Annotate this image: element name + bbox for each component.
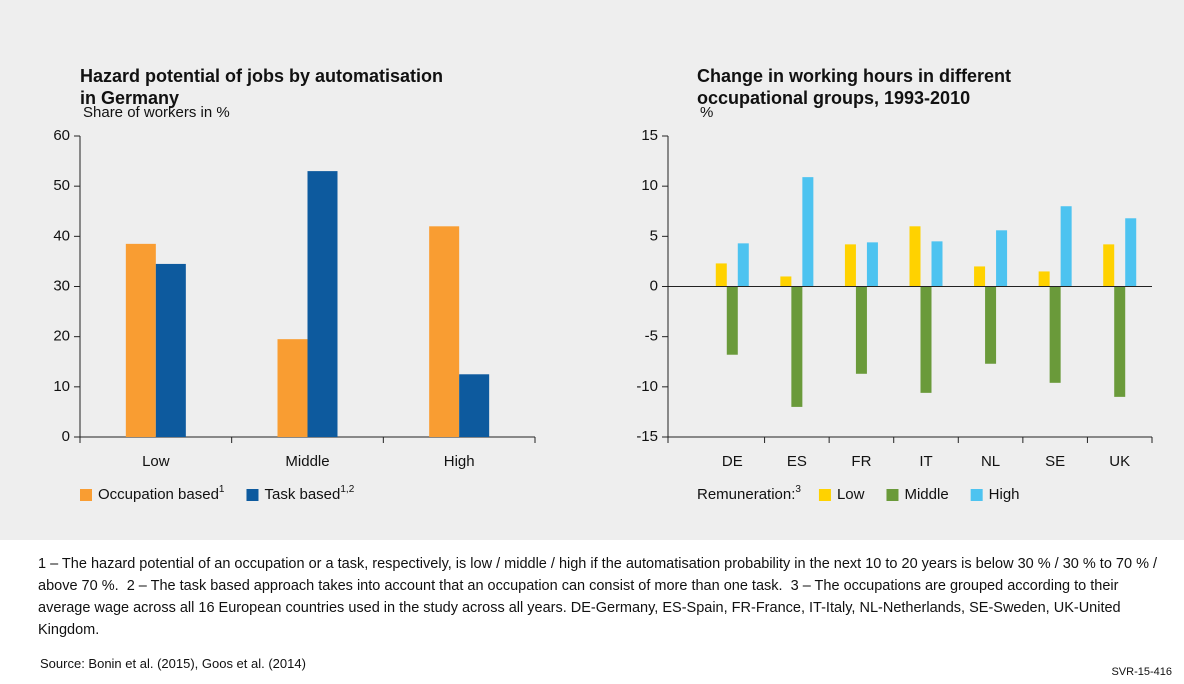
bar [791,286,803,407]
bar [715,263,727,287]
bar [125,243,156,437]
x-tick-label: High [444,453,475,470]
source: Source: Bonin et al. (2015), Goos et al.… [40,656,306,671]
y-axis-label: Share of workers in % [83,104,230,121]
x-tick-label: FR [851,453,871,470]
legend-label: Task based1,2 [264,484,354,503]
x-tick-label: DE [722,453,743,470]
bar [1125,218,1137,287]
legend-label: Low [837,486,865,503]
bar [307,171,338,437]
legend-swatch [80,489,92,501]
x-tick-label: NL [981,453,1000,470]
bar [737,243,749,287]
legend-text: Middle [904,486,948,503]
x-tick-label: UK [1109,453,1130,470]
legend-note: 1,2 [340,484,354,495]
footnote: 1 – The hazard potential of an occupatio… [38,556,1158,594]
y-tick-label: 0 [62,428,70,445]
y-tick-label: 20 [53,328,70,345]
bar [1038,271,1050,287]
legend-text: Low [837,486,865,503]
y-tick-label: 10 [641,177,658,194]
bar [920,286,932,393]
y-axis-label: % [700,104,713,121]
legend-text: Task based [264,486,340,503]
chart-title: Hazard potential of jobs by automatisati… [80,66,443,86]
bar [1114,286,1126,397]
x-tick-label: Low [142,453,170,470]
bar [277,339,308,437]
bar [1103,244,1115,287]
bar [974,266,986,287]
bar [429,226,460,437]
legend-swatch [246,489,259,501]
chart-title: Change in working hours in different [697,66,1011,86]
footnote: 2 – The task based approach takes into a… [126,578,783,594]
y-tick-label: -5 [645,328,658,345]
charts: Hazard potential of jobs by automatisati… [53,66,1153,503]
y-tick-label: 60 [53,127,70,144]
bar [909,226,921,287]
x-tick-label: SE [1045,453,1065,470]
y-tick-label: -10 [636,378,658,395]
bar [1060,206,1072,287]
bar [726,286,738,355]
legend-note: 1 [219,484,225,495]
bar [1049,286,1061,383]
legend-label: High [989,486,1020,503]
footnote: 3 – The occupations are grouped accordin… [38,578,1121,638]
legend-swatch [818,489,831,501]
bar [855,286,867,374]
bar [844,244,856,287]
bar [802,177,814,287]
bar [459,374,490,437]
bar [155,263,186,437]
legend-text: High [989,486,1020,503]
legend-title-text: Remuneration: [697,486,795,503]
x-tick-label: IT [919,453,932,470]
legend-swatch [886,489,899,501]
code: SVR-15-416 [1111,666,1172,678]
chart-title: occupational groups, 1993-2010 [697,88,970,108]
legend-swatch [970,489,983,501]
y-tick-label: 0 [650,277,658,294]
footnotes: 1 – The hazard potential of an occupatio… [38,553,1168,641]
legend-label: Middle [904,486,948,503]
y-tick-label: 40 [53,227,70,244]
legend-label: Occupation based1 [98,484,225,503]
y-tick-label: -15 [636,428,658,445]
chart-title: in Germany [80,88,179,108]
x-tick-label: ES [787,453,807,470]
y-tick-label: 15 [641,127,658,144]
legend-title: Remuneration:3 [697,484,801,503]
bar [985,286,997,364]
y-tick-label: 30 [53,277,70,294]
y-tick-label: 10 [53,378,70,395]
bar [931,241,943,287]
legend-text: Occupation based [98,486,219,503]
y-tick-label: 5 [650,227,658,244]
x-tick-label: Middle [285,453,329,470]
bar [996,230,1008,287]
bar [866,242,878,287]
legend-title-note: 3 [795,484,801,495]
chart-panel: Hazard potential of jobs by automatisati… [0,0,1184,540]
y-tick-label: 50 [53,177,70,194]
bar [780,276,792,287]
